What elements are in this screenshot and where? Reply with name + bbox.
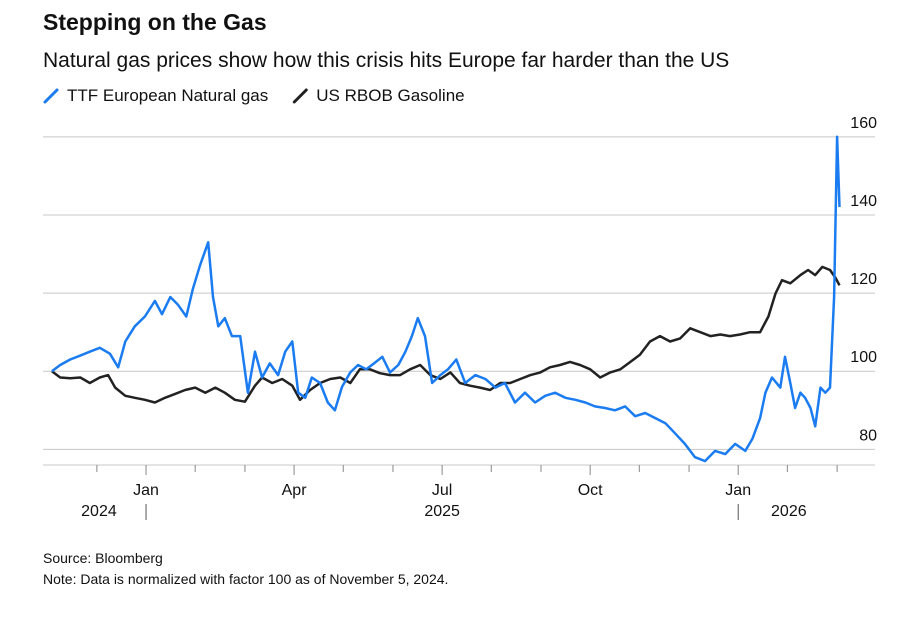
legend-swatch bbox=[292, 88, 308, 104]
year-label: 2025 bbox=[424, 503, 460, 520]
chart-title: Stepping on the Gas bbox=[43, 9, 267, 35]
y-tick-label: 80 bbox=[859, 427, 877, 444]
series-line bbox=[51, 135, 841, 463]
legend-label: TTF European Natural gas bbox=[67, 86, 268, 105]
y-tick-label: 160 bbox=[850, 115, 877, 132]
chart-subtitle: Natural gas prices show how this crisis … bbox=[43, 49, 729, 72]
year-label: 2024 bbox=[81, 503, 117, 520]
x-tick-label: Apr bbox=[282, 482, 308, 499]
year-label: 2026 bbox=[771, 503, 807, 520]
y-tick-label: 100 bbox=[850, 349, 877, 366]
y-tick-label: 140 bbox=[850, 193, 877, 210]
legend-label: US RBOB Gasoline bbox=[316, 86, 464, 105]
x-tick-label: Jan bbox=[133, 482, 159, 499]
source: Source: Bloomberg bbox=[43, 550, 163, 566]
y-tick-label: 120 bbox=[850, 271, 877, 288]
x-tick-label: Oct bbox=[578, 482, 603, 499]
x-tick-label: Jan bbox=[725, 482, 751, 499]
series-line bbox=[51, 265, 841, 404]
x-tick-label: Jul bbox=[432, 482, 452, 499]
legend-swatch bbox=[43, 88, 59, 104]
note: Note: Data is normalized with factor 100… bbox=[43, 571, 448, 587]
